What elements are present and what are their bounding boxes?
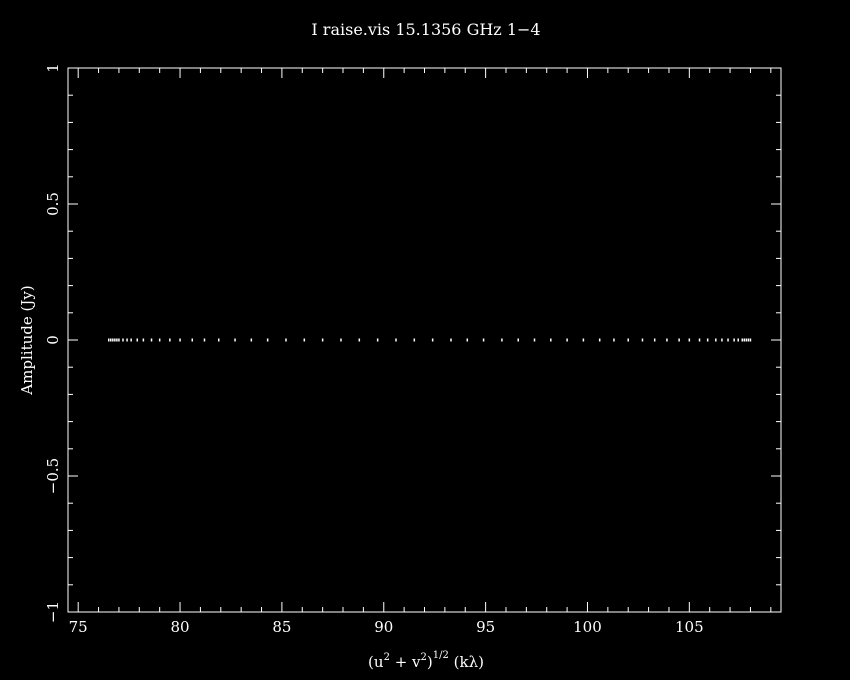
data-point <box>158 338 161 342</box>
data-point <box>450 338 452 342</box>
data-point <box>653 338 656 342</box>
data-point <box>721 338 723 342</box>
x-label-close: ) <box>427 653 433 671</box>
data-point <box>358 338 361 342</box>
data-point <box>110 338 112 342</box>
data-point <box>698 338 701 342</box>
data-point <box>627 338 629 342</box>
data-point <box>303 338 306 342</box>
data-point <box>179 338 181 342</box>
x-tick-label: 85 <box>272 618 291 636</box>
data-point <box>747 338 750 342</box>
y-axis-tick-labels: −1 −0.5 0 0.5 1 <box>44 63 62 623</box>
data-point <box>266 338 269 342</box>
data-point <box>688 338 691 342</box>
data-point <box>666 338 668 342</box>
y-axis-ticks <box>68 67 781 613</box>
data-point <box>376 338 379 342</box>
data-point <box>169 338 171 342</box>
plot-frame <box>67 67 782 613</box>
y-tick-label: −0.5 <box>44 458 62 494</box>
data-points <box>107 338 752 342</box>
data-point <box>613 338 615 342</box>
data-point <box>550 338 552 342</box>
chart-title: I raise.vis 15.1356 GHz 1−4 <box>311 20 540 39</box>
data-point <box>217 338 220 342</box>
data-point <box>203 338 206 342</box>
data-point <box>533 338 536 342</box>
x-label-plus: + v <box>390 653 421 671</box>
data-point <box>715 338 717 342</box>
x-axis-tick-labels: 75 80 85 90 95 100 105 <box>69 618 704 636</box>
data-point <box>745 338 748 342</box>
y-axis-label: Amplitude (Jy) <box>18 285 36 395</box>
data-point <box>737 338 739 342</box>
data-point <box>431 338 434 342</box>
data-point <box>501 338 503 342</box>
data-point <box>321 338 324 342</box>
x-label-unit: (kλ) <box>449 653 484 671</box>
data-point <box>122 338 124 342</box>
data-point <box>733 338 735 342</box>
data-point <box>191 338 194 342</box>
x-tick-label: 90 <box>374 618 393 636</box>
data-point <box>749 338 752 342</box>
data-point <box>641 338 644 342</box>
y-tick-label: 1 <box>44 63 62 73</box>
data-point <box>706 338 709 342</box>
data-point <box>150 338 153 342</box>
x-tick-label: 95 <box>476 618 495 636</box>
data-point <box>482 338 485 342</box>
data-point <box>136 338 139 342</box>
data-point <box>582 338 585 342</box>
data-point <box>285 338 287 342</box>
data-point <box>741 338 744 342</box>
x-tick-label: 100 <box>573 618 602 636</box>
data-point <box>130 338 132 342</box>
x-label-sup3: 1/2 <box>433 650 449 661</box>
x-tick-label: 75 <box>69 618 88 636</box>
data-point <box>107 338 110 342</box>
x-axis-label: (u2 + v2)1/2 (kλ) <box>368 650 484 671</box>
data-point <box>142 338 145 342</box>
data-point <box>743 338 746 342</box>
data-point <box>566 338 568 342</box>
data-point <box>340 338 342 342</box>
data-point <box>517 338 519 342</box>
y-tick-label: 0 <box>44 335 62 345</box>
x-axis-ticks <box>77 68 772 612</box>
x-label-open: (u <box>368 653 384 671</box>
y-tick-label: −1 <box>44 601 62 623</box>
data-point <box>727 338 729 342</box>
data-point <box>234 338 236 342</box>
x-tick-label: 105 <box>675 618 704 636</box>
data-point <box>114 338 116 342</box>
data-point <box>678 338 680 342</box>
data-point <box>466 338 469 342</box>
x-label-sup2: 2 <box>421 652 427 663</box>
data-point <box>118 338 120 342</box>
data-point <box>598 338 601 342</box>
data-point <box>395 338 397 342</box>
data-point <box>112 338 114 342</box>
data-point <box>250 338 253 342</box>
data-point <box>126 338 128 342</box>
data-point <box>413 338 416 342</box>
x-label-sup1: 2 <box>384 652 390 663</box>
data-point <box>116 338 118 342</box>
x-tick-label: 80 <box>170 618 189 636</box>
y-tick-label: 0.5 <box>44 192 62 216</box>
